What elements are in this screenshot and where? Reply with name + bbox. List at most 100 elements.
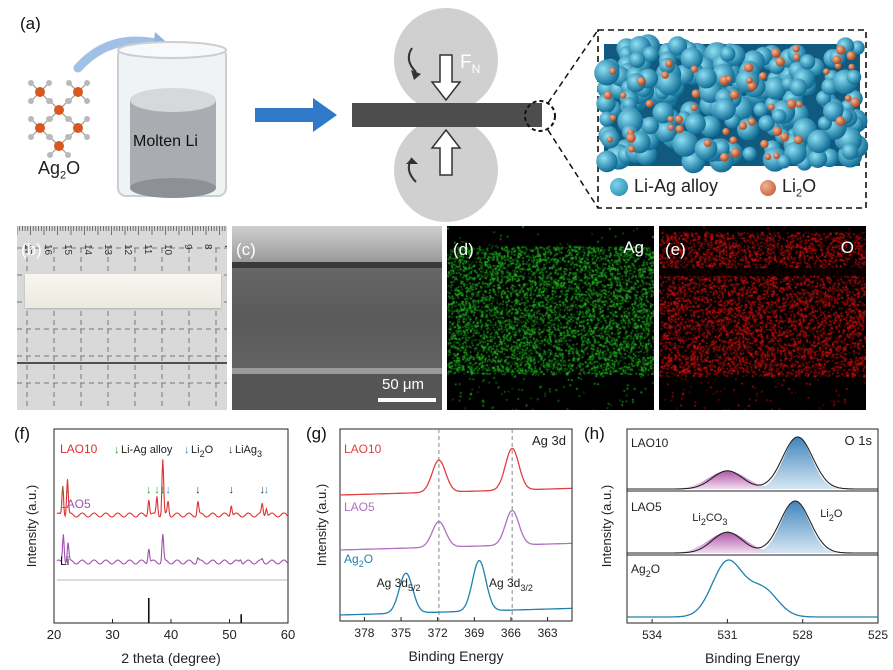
process-arrow-icon	[255, 98, 337, 132]
beaker-icon	[117, 41, 227, 198]
fitted-peak-fill	[753, 501, 837, 553]
peak-marker: ↓	[229, 484, 235, 496]
xps-series-line	[627, 436, 878, 490]
ag-element-label: Ag	[623, 238, 644, 257]
panel-e-o-map: (e) O	[659, 226, 866, 410]
foil-sample	[25, 274, 221, 308]
roller-icon	[352, 8, 556, 222]
legend-label: LiAg3	[235, 444, 262, 459]
panel-g-label: (g)	[306, 424, 327, 443]
x-tick-label: 60	[281, 627, 295, 642]
xps-series-line	[340, 447, 572, 496]
plot-frame	[339, 428, 573, 622]
series-label: LAO5	[344, 500, 375, 514]
x-tick-label: 30	[105, 627, 119, 642]
xrd-series-line	[56, 459, 288, 518]
xps-series-line	[340, 559, 572, 616]
peak-marker: ↓	[165, 484, 171, 496]
panel-a-schematic	[28, 8, 869, 222]
ruler-number: 8	[202, 244, 213, 250]
o-element-label: O	[840, 238, 854, 257]
peak-marker: ↓	[264, 484, 270, 496]
y-axis-label: Intensity (a.u.)	[314, 484, 329, 566]
fitted-peak-fill	[756, 437, 840, 489]
ruler-number: 13	[102, 244, 113, 256]
ruler-grid: 17 16 15 14 13 12 11 10 9 8 7	[17, 226, 227, 410]
x-tick-label: 375	[391, 626, 411, 640]
x-tick-label: 378	[354, 626, 374, 640]
legend-alloy: Li-Ag alloy	[610, 176, 718, 197]
panel-c-label: (c)	[236, 240, 256, 259]
scale-bar	[378, 398, 436, 402]
panel-a-label: (a)	[20, 14, 41, 33]
ruler-number: 12	[122, 244, 133, 256]
x-tick-label: 366	[501, 626, 521, 640]
x-tick-label: 372	[428, 626, 448, 640]
annotation-li2o: Li2O	[820, 508, 843, 523]
x-tick-label: 369	[464, 626, 484, 640]
o1s-xps-chart: 534 531 528 525 Binding Energy Intensity (a.u…	[599, 428, 888, 666]
legend-arrow: ↓	[114, 444, 120, 456]
series-label: LAO5	[631, 500, 662, 514]
series-label: LAO10	[631, 436, 669, 450]
ag2o-lattice-icon	[28, 80, 90, 158]
panel-c-sem: (c) 50 μm	[232, 226, 442, 410]
series-label: Ag2O	[344, 552, 373, 569]
y-axis-label: Intensity (a.u.)	[24, 485, 39, 567]
ag3d-xps-chart: 378 375 372 369 366 363 Binding Energy Intensit…	[314, 428, 573, 664]
annotation-3d32: Ag 3d3/2	[489, 576, 533, 593]
legend-label: Li-Ag alloy	[121, 444, 173, 456]
legend-arrow: ↓	[228, 444, 234, 456]
panel-e-label: (e)	[665, 240, 686, 259]
legend-label: Li2O	[191, 444, 214, 459]
ag2o-label: Ag2O	[38, 158, 81, 182]
ruler-number: 15	[62, 244, 73, 256]
annotation-3d52: Ag 3d5/2	[377, 576, 421, 593]
x-tick-label: 525	[868, 628, 888, 642]
x-tick-label: 50	[222, 627, 236, 642]
beaker-label: Molten Li	[133, 133, 198, 150]
force-label: FN	[460, 52, 481, 76]
peak-marker: ↓	[65, 484, 71, 496]
legend-li2o: Li2O	[760, 176, 816, 200]
xps-series-line	[627, 559, 878, 618]
xps-series-line	[627, 500, 878, 554]
alloy-microstructure-icon	[594, 34, 869, 174]
ruler-number: 14	[82, 244, 93, 256]
y-axis-label: Intensity (a.u.)	[599, 485, 614, 567]
x-tick-label: 531	[717, 628, 737, 642]
x-tick-label: 20	[47, 627, 61, 642]
panel-h-label: (h)	[584, 424, 605, 443]
plot-frame	[53, 428, 289, 624]
peak-marker: ↓	[195, 484, 201, 496]
x-axis-label: Binding Energy	[705, 650, 800, 666]
chart-title: O 1s	[845, 433, 873, 448]
x-tick-label: 528	[793, 628, 813, 642]
panel-b-photo: 17 16 15 14 13 12 11 10 9 8 7 (b)	[17, 226, 227, 410]
x-tick-label: 363	[538, 626, 558, 640]
legend-arrow: ↓	[184, 444, 190, 456]
ag-eds-map	[447, 226, 654, 410]
x-tick-label: 40	[164, 627, 178, 642]
series-label: Ag2O	[631, 562, 660, 579]
series-label: Li	[60, 554, 69, 568]
series-label: LAO10	[60, 442, 98, 456]
panel-b-label: (b)	[21, 240, 42, 259]
panel-d-label: (d)	[453, 240, 474, 259]
series-label: LAO5	[60, 497, 91, 511]
x-axis-label: Binding Energy	[409, 648, 504, 664]
peak-marker: ↓	[260, 484, 266, 496]
peak-marker: ↓	[60, 484, 66, 496]
ruler-number: 10	[162, 244, 173, 256]
x-axis-label: 2 theta (degree)	[121, 650, 221, 666]
chart-title: Ag 3d	[532, 433, 566, 448]
ruler-number: 9	[182, 244, 193, 250]
panel-f-label: (f)	[14, 424, 31, 443]
li2o-sphere-icon	[760, 179, 776, 196]
peak-marker: ↓	[154, 484, 160, 496]
alloy-sphere-icon	[610, 177, 628, 196]
x-tick-label: 534	[642, 628, 662, 642]
o-eds-map	[659, 226, 866, 410]
xps-series-line	[340, 509, 572, 551]
scale-bar-label: 50 μm	[382, 376, 424, 393]
